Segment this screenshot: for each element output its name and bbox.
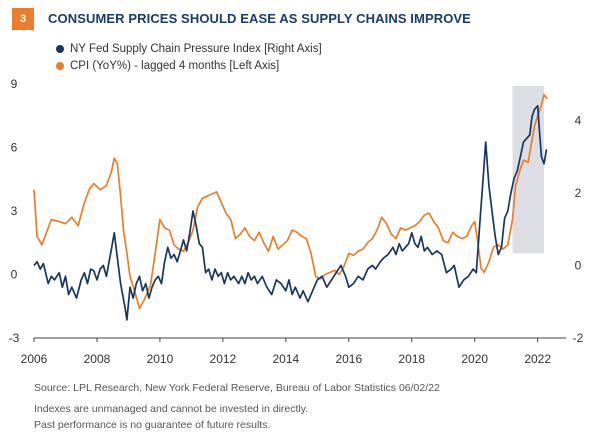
x-tick-label: 2008 <box>84 352 111 366</box>
disclaimer-2: Past performance is no guarantee of futu… <box>34 419 271 431</box>
x-tick-label: 2022 <box>524 352 551 366</box>
left-tick-label: 0 <box>11 268 18 282</box>
source-note: Source: LPL Research, New York Federal R… <box>34 382 440 394</box>
x-tick-label: 2016 <box>335 352 362 366</box>
right-tick-label: 0 <box>575 258 582 272</box>
left-tick-label: 9 <box>11 77 18 91</box>
left-tick-label: 3 <box>11 204 18 218</box>
left-tick-label: -3 <box>9 331 20 345</box>
chart-title: CONSUMER PRICES SHOULD EASE AS SUPPLY CH… <box>48 11 471 26</box>
left-tick-label: 6 <box>11 141 18 155</box>
legend-item-supply-chain: NY Fed Supply Chain Pressure Index [Righ… <box>56 40 322 57</box>
legend-item-cpi: CPI (YoY%) - lagged 4 months [Left Axis] <box>56 57 322 74</box>
right-tick-label: 4 <box>575 113 582 127</box>
right-tick-label: -2 <box>573 331 584 345</box>
disclaimer-1: Indexes are unmanaged and cannot be inve… <box>34 403 309 415</box>
series-line-cpi <box>33 93 548 310</box>
series-line-supply-chain <box>33 104 548 321</box>
x-tick-label: 2010 <box>147 352 174 366</box>
legend-label-cpi: CPI (YoY%) - lagged 4 months [Left Axis] <box>70 59 280 72</box>
x-tick-label: 2020 <box>461 352 488 366</box>
right-tick-label: 2 <box>575 186 582 200</box>
x-tick-label: 2014 <box>272 352 299 366</box>
figure-number-badge: 3 <box>12 8 34 30</box>
x-tick-label: 2018 <box>398 352 425 366</box>
x-tick-label: 2006 <box>21 352 48 366</box>
legend-label-supply-chain: NY Fed Supply Chain Pressure Index [Righ… <box>70 42 322 55</box>
legend-marker-cpi <box>56 61 64 70</box>
x-tick-label: 2012 <box>210 352 237 366</box>
legend: NY Fed Supply Chain Pressure Index [Righ… <box>56 40 322 74</box>
line-chart: 2006 2008 2010 2012 2014 2016 2018 2020 2022 -3 0 3… <box>9 77 584 366</box>
legend-marker-supply-chain <box>56 44 64 53</box>
